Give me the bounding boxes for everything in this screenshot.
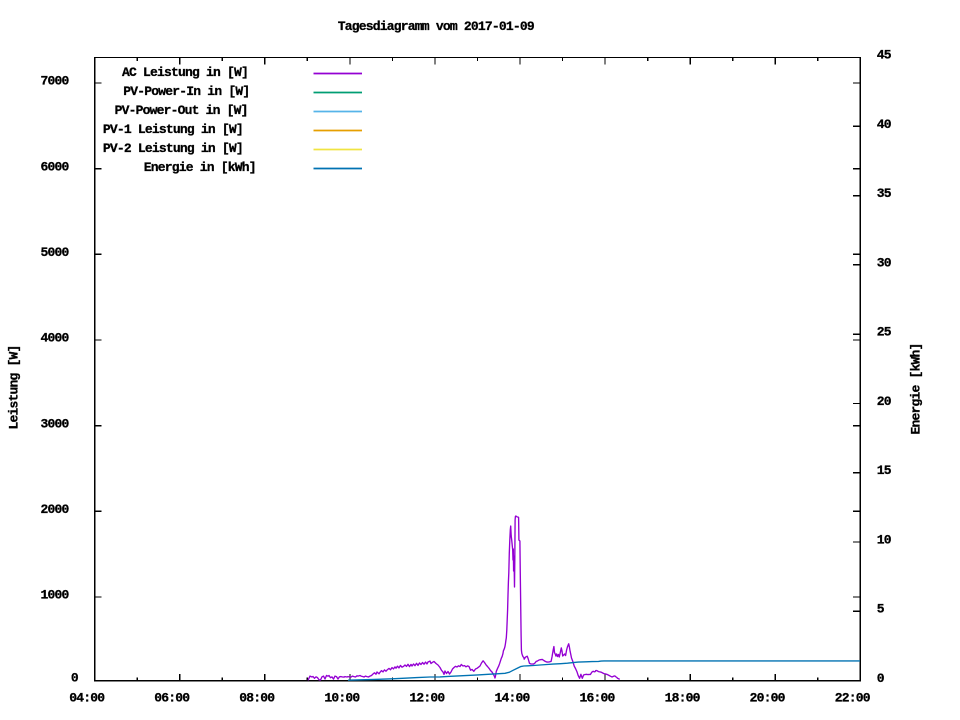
- svg-text:Leistung [W]: Leistung [W]: [6, 345, 21, 429]
- svg-text:15: 15: [877, 463, 892, 478]
- svg-text:3000: 3000: [40, 416, 69, 431]
- svg-text:2000: 2000: [40, 502, 69, 517]
- svg-text:Energie [kWh]: Energie [kWh]: [909, 343, 924, 434]
- svg-text:08:00: 08:00: [239, 691, 275, 706]
- svg-text:20: 20: [877, 394, 892, 409]
- svg-text:30: 30: [877, 255, 892, 270]
- svg-text:40: 40: [877, 117, 892, 132]
- svg-text:1000: 1000: [40, 588, 69, 603]
- svg-text:AC Leistung in [W]: AC Leistung in [W]: [122, 65, 248, 80]
- svg-text:18:00: 18:00: [665, 691, 701, 706]
- svg-text:20:00: 20:00: [750, 691, 786, 706]
- svg-text:Tagesdiagramm vom 2017-01-09: Tagesdiagramm vom 2017-01-09: [338, 19, 535, 34]
- svg-text:7000: 7000: [40, 74, 69, 89]
- svg-text:14:00: 14:00: [494, 691, 530, 706]
- svg-text:4000: 4000: [40, 331, 69, 346]
- svg-text:0: 0: [877, 671, 885, 686]
- svg-text:10:00: 10:00: [324, 691, 360, 706]
- svg-text:04:00: 04:00: [69, 691, 105, 706]
- svg-text:45: 45: [877, 48, 892, 63]
- svg-text:06:00: 06:00: [154, 691, 190, 706]
- svg-text:Energie in [kWh]: Energie in [kWh]: [144, 160, 256, 175]
- svg-text:PV-Power-Out in [W]: PV-Power-Out in [W]: [115, 103, 248, 118]
- svg-text:5: 5: [877, 602, 885, 617]
- svg-text:5000: 5000: [40, 245, 69, 260]
- svg-text:16:00: 16:00: [579, 691, 615, 706]
- svg-text:22:00: 22:00: [835, 691, 871, 706]
- svg-text:35: 35: [877, 186, 892, 201]
- svg-text:PV-Power-In in [W]: PV-Power-In in [W]: [123, 84, 249, 99]
- svg-text:10: 10: [877, 532, 892, 547]
- svg-text:6000: 6000: [40, 159, 69, 174]
- svg-text:PV-2 Leistung in [W]: PV-2 Leistung in [W]: [103, 141, 243, 156]
- svg-text:PV-1 Leistung in [W]: PV-1 Leistung in [W]: [103, 122, 243, 137]
- svg-text:25: 25: [877, 325, 892, 340]
- svg-text:12:00: 12:00: [409, 691, 445, 706]
- svg-text:0: 0: [71, 671, 79, 686]
